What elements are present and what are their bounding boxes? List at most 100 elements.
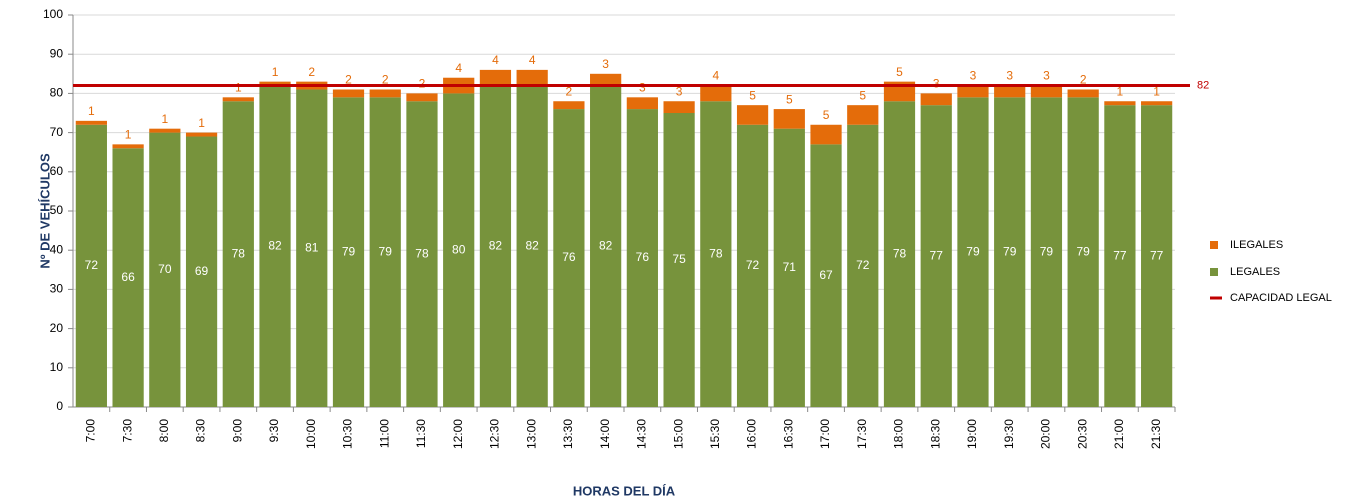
x-tick-label: 14:30 — [635, 419, 649, 449]
x-tick-label: 7:30 — [120, 419, 134, 443]
y-tick-label: 10 — [50, 360, 64, 374]
x-tick-label: 15:00 — [671, 419, 685, 449]
data-label: 2 — [566, 84, 573, 98]
data-label: 81 — [305, 240, 319, 254]
data-label: 5 — [896, 65, 903, 79]
x-tick-label: 9:30 — [267, 419, 281, 443]
bar-segment — [883, 101, 916, 408]
data-label: 4 — [455, 61, 462, 75]
reference-label: 82 — [1197, 79, 1209, 91]
x-tick-label: 13:00 — [524, 419, 538, 449]
data-label: 76 — [562, 250, 576, 264]
bar-segment — [736, 124, 769, 407]
bar-segment — [296, 89, 328, 407]
y-tick-label: 100 — [43, 7, 63, 21]
bar-segment — [332, 97, 365, 407]
bar-segment — [773, 128, 805, 407]
bar-segment — [259, 81, 291, 86]
x-tick-label: 8:00 — [157, 419, 171, 443]
bar-segment — [773, 109, 805, 129]
bar-segment — [957, 85, 989, 98]
bar-segment — [222, 101, 254, 408]
data-label: 79 — [1003, 244, 1017, 258]
data-label: 78 — [893, 246, 907, 260]
bar-segment — [700, 85, 732, 102]
bar-segment — [1030, 85, 1063, 98]
x-tick-label: 20:30 — [1075, 419, 1089, 449]
data-label: 3 — [639, 80, 646, 94]
y-tick-label: 90 — [50, 46, 64, 60]
data-label: 79 — [379, 244, 393, 258]
bar-segment — [185, 132, 218, 137]
bar-segment — [957, 97, 989, 407]
bar-segment — [663, 101, 695, 113]
x-tick-label: 21:30 — [1149, 419, 1163, 449]
bar-segment — [994, 85, 1026, 98]
bar-segment — [626, 109, 658, 407]
x-tick-label: 7:00 — [84, 419, 98, 443]
data-label: 1 — [161, 112, 168, 126]
data-label: 2 — [1080, 73, 1087, 87]
x-tick-label: 11:30 — [414, 419, 428, 448]
bar-segment — [149, 132, 181, 407]
bar-segment — [443, 93, 475, 408]
data-label: 2 — [308, 65, 315, 79]
x-tick-label: 19:30 — [1002, 419, 1016, 449]
data-label: 3 — [1043, 69, 1050, 83]
data-label: 3 — [1006, 69, 1013, 83]
bar-segment — [222, 97, 254, 102]
data-label: 2 — [345, 73, 352, 87]
data-label: 78 — [709, 246, 723, 260]
legend-swatch — [1210, 241, 1218, 249]
data-label: 72 — [746, 258, 760, 272]
x-tick-label: 12:00 — [451, 419, 465, 449]
bar-segment — [920, 93, 952, 106]
bar-segment — [1141, 101, 1173, 106]
x-tick-label: 11:00 — [377, 419, 391, 448]
data-label: 72 — [856, 258, 870, 272]
y-tick-label: 40 — [50, 242, 64, 256]
x-tick-label: 15:30 — [708, 419, 722, 449]
bar-segment — [406, 93, 438, 102]
bar-segment — [994, 97, 1026, 407]
bar-segment — [259, 85, 291, 407]
data-label: 78 — [232, 246, 246, 260]
legend-label: LEGALES — [1230, 266, 1280, 278]
y-tick-label: 60 — [50, 164, 64, 178]
data-label: 1 — [272, 65, 279, 79]
bar-segment — [332, 89, 365, 98]
x-tick-label: 16:00 — [745, 419, 759, 449]
legend-label: CAPACIDAD LEGAL — [1230, 292, 1332, 304]
bar-segment — [75, 124, 107, 407]
x-tick-label: 16:30 — [781, 419, 795, 449]
data-label: 82 — [268, 238, 282, 252]
data-label: 66 — [121, 270, 135, 284]
data-label: 77 — [1113, 248, 1127, 262]
data-label: 5 — [749, 88, 756, 102]
bar-segment — [112, 144, 144, 149]
data-label: 5 — [859, 88, 866, 102]
y-tick-label: 20 — [50, 321, 64, 335]
x-tick-label: 10:00 — [304, 419, 318, 449]
data-label: 5 — [823, 108, 830, 122]
data-label: 2 — [382, 73, 389, 87]
bar-segment — [590, 85, 622, 407]
data-label: 76 — [636, 250, 650, 264]
data-label: 72 — [85, 258, 99, 272]
x-tick-label: 21:00 — [1112, 419, 1126, 449]
bar-segment — [736, 105, 769, 125]
bar-segment — [479, 85, 512, 407]
data-label: 79 — [1076, 244, 1090, 258]
bar-segment — [479, 69, 512, 86]
bar-segment — [1141, 105, 1173, 407]
bar-segment — [1104, 105, 1136, 407]
x-tick-label: 17:00 — [818, 419, 832, 449]
data-label: 3 — [933, 77, 940, 91]
y-tick-label: 80 — [50, 86, 64, 100]
bar-segment — [1104, 101, 1136, 106]
bar-segment — [810, 144, 842, 408]
data-label: 75 — [672, 252, 686, 266]
data-label: 77 — [1150, 248, 1164, 262]
data-label: 70 — [158, 262, 172, 276]
data-label: 1 — [235, 80, 242, 94]
